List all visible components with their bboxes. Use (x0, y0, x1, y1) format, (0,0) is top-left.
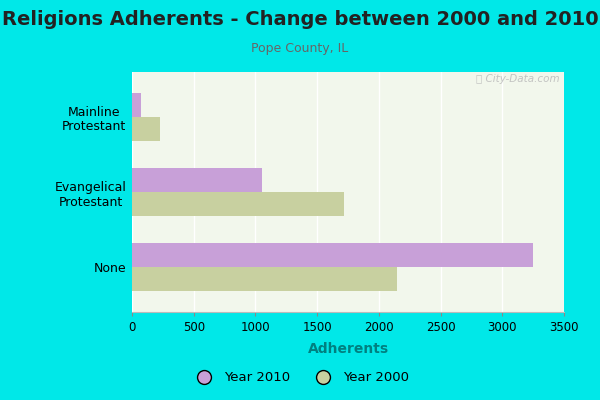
Text: Religions Adherents - Change between 2000 and 2010: Religions Adherents - Change between 200… (2, 10, 598, 29)
Text: Pope County, IL: Pope County, IL (251, 42, 349, 55)
X-axis label: Adherents: Adherents (307, 342, 389, 356)
Bar (132, 267, 397, 291)
Bar (132, 117, 160, 141)
Bar (132, 192, 344, 216)
Legend: Year 2010, Year 2000: Year 2010, Year 2000 (186, 366, 414, 390)
Bar (132, 243, 533, 267)
Bar (132, 93, 141, 117)
Bar (132, 168, 262, 192)
Text: Ⓢ City-Data.com: Ⓢ City-Data.com (476, 74, 560, 84)
